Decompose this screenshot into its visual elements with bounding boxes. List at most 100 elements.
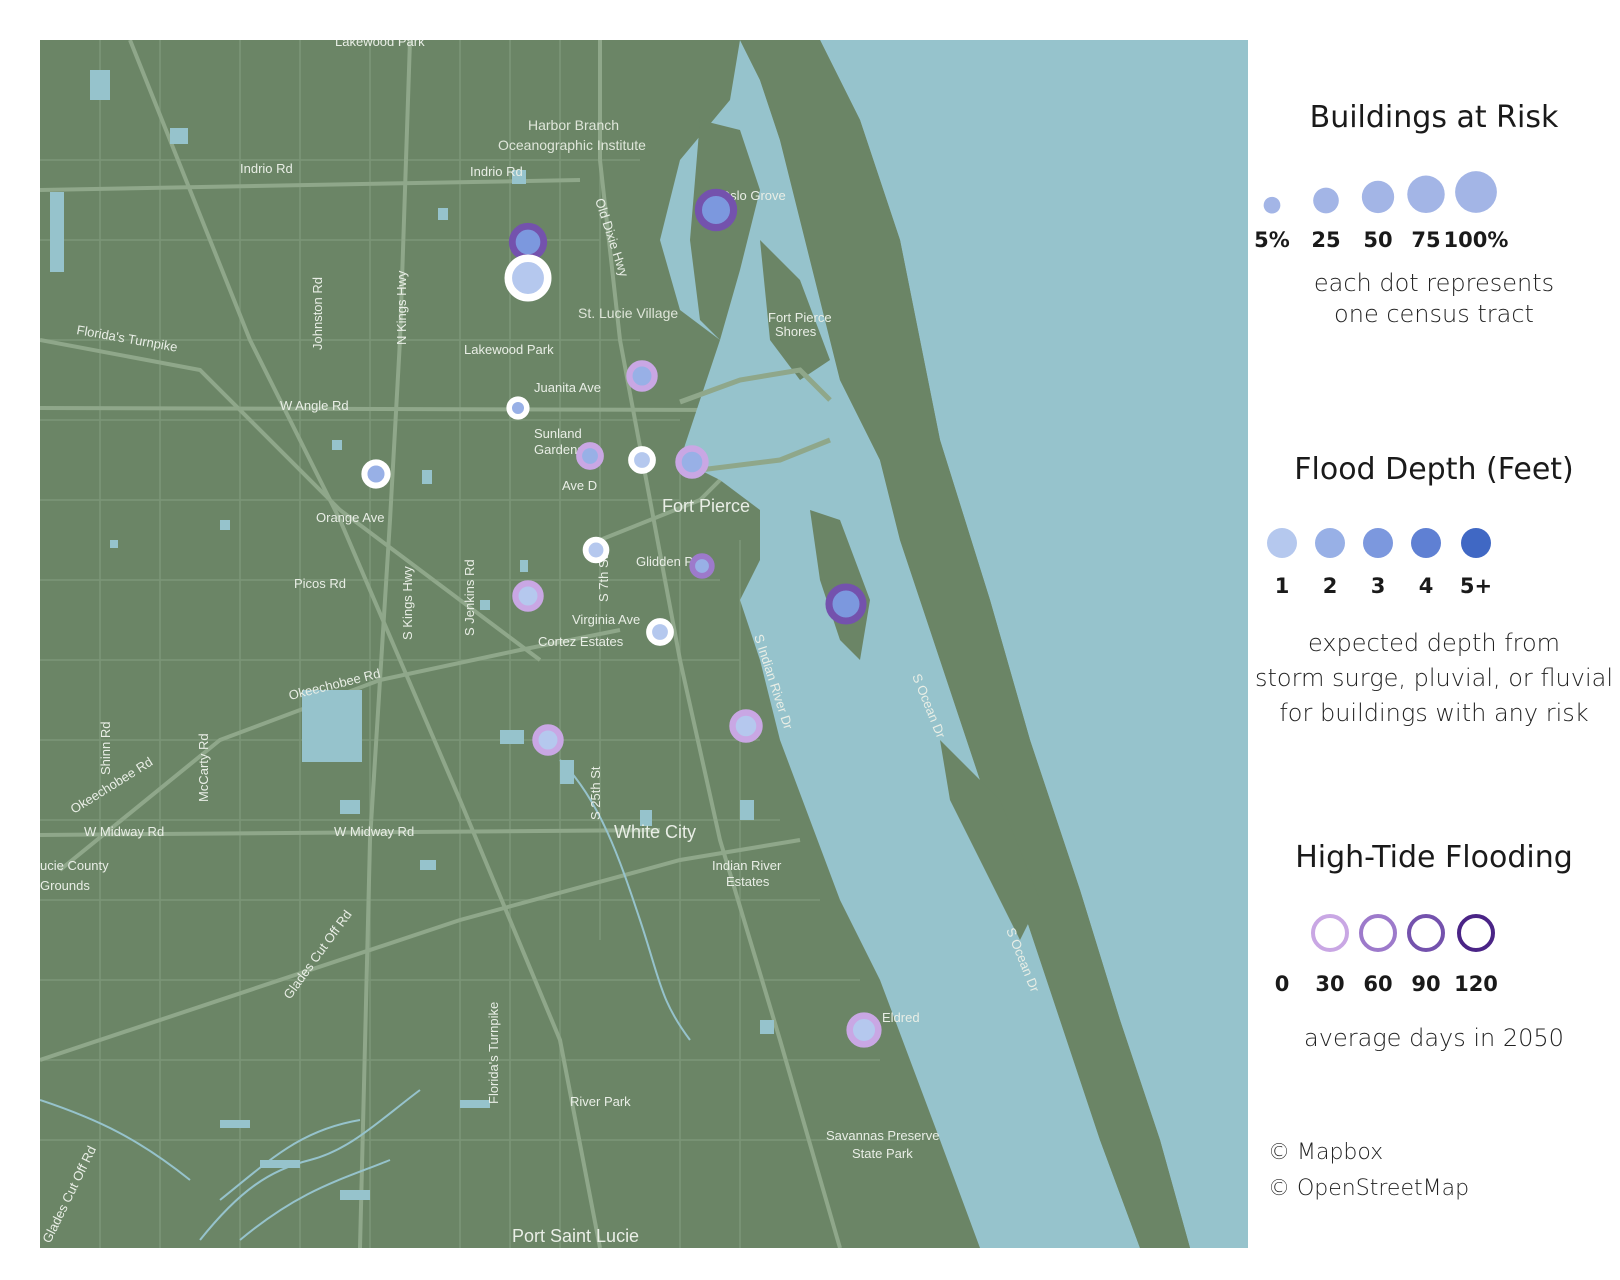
tide-label: 30 (1315, 972, 1345, 996)
map-label: W Midway Rd (84, 824, 164, 839)
map-label: Savannas Preserve (826, 1128, 939, 1143)
map-label: Florida's Turnpike (486, 1002, 501, 1104)
minor-roads (40, 40, 920, 1248)
map-label: S Kings Hwy (400, 566, 415, 640)
buildings-swatch (1263, 196, 1281, 214)
ponds (50, 70, 774, 1200)
lagoon-island-southeast (940, 740, 1040, 940)
census-tract-dot (532, 724, 564, 756)
buildings-caption-line-2: one census tract (1334, 300, 1534, 328)
map-label: Grounds (40, 878, 90, 893)
buildings-swatch-row (1263, 171, 1497, 214)
depth-legend-swatches (1248, 526, 1620, 586)
mapbox-attribution[interactable]: © Mapbox (1268, 1140, 1384, 1165)
map-label: McCarty Rd (196, 733, 211, 802)
tide-legend-title: High-Tide Flooding (1295, 840, 1573, 875)
map-label: River Park (570, 1094, 631, 1109)
census-tract-dot (504, 254, 552, 302)
depth-caption-line-2: storm surge, pluvial, or fluvial (1254, 664, 1613, 692)
tide-label: 0 (1274, 972, 1290, 996)
depth-label: 3 (1370, 574, 1386, 598)
census-tract-dot (506, 396, 530, 420)
buildings-caption-line-1: each dot represents (1313, 269, 1555, 297)
map-label: Shinn Rd (98, 722, 113, 775)
tide-legend-swatches (1248, 912, 1620, 972)
map-panel[interactable]: Lakewood Park Harbor Branch Oceanographi… (40, 40, 1248, 1248)
map-label: Virginia Ave (572, 612, 640, 627)
map-label: Picos Rd (294, 576, 346, 591)
indian-river-lagoon (580, 40, 1248, 1248)
depth-label: 4 (1418, 574, 1434, 598)
map-label: Indrio Rd (240, 161, 293, 176)
map-label: S 7th St (596, 555, 611, 602)
map-label: Port Saint Lucie (512, 1226, 639, 1246)
buildings-legend-title: Buildings at Risk (1309, 100, 1559, 135)
census-tract-dot (512, 580, 544, 612)
buildings-legend-swatches (1248, 168, 1620, 228)
map-label: ucie County (40, 858, 109, 873)
census-tract-dots (361, 188, 882, 1048)
tide-label: 90 (1411, 972, 1441, 996)
map-label: Cortez Estates (538, 634, 624, 649)
map-label: Fort Pierce (662, 496, 750, 516)
map-label: S 25th St (588, 766, 603, 820)
tide-legend-labels: 0 30 60 90 120 (1248, 972, 1620, 1002)
buildings-label: 5% (1254, 228, 1290, 252)
map-label: Sunland (534, 426, 582, 441)
map-label: White City (614, 822, 696, 842)
depth-swatch (1411, 528, 1441, 558)
tide-swatch (1457, 914, 1495, 952)
streams (40, 759, 691, 1241)
buildings-swatch (1313, 187, 1339, 214)
depth-swatch (1461, 528, 1491, 558)
map-label: Shores (775, 324, 817, 339)
north-causeway (679, 367, 832, 405)
tide-swatch (1263, 914, 1301, 952)
tide-caption: average days in 2050 (1304, 1024, 1564, 1052)
tide-swatch (1407, 914, 1445, 952)
map-label: Eldred (882, 1010, 920, 1025)
map-label: N Kings Hwy (394, 270, 409, 345)
census-tract-dot (729, 709, 763, 743)
map-label: Johnston Rd (310, 277, 325, 350)
tide-swatch (1359, 914, 1397, 952)
census-tract-dot (626, 360, 658, 392)
legend-panel: Buildings at Risk 5% 25 50 75 100% each … (1248, 0, 1620, 1280)
map-label: Estates (726, 874, 770, 889)
depth-swatch-row (1267, 528, 1491, 558)
census-tract-dot (846, 1012, 882, 1048)
south-causeway (699, 437, 831, 473)
depth-swatch (1267, 528, 1297, 558)
census-tract-dot (582, 536, 610, 564)
lagoon-island-mid (760, 240, 830, 380)
depth-caption-line-3: for buildings with any risk (1279, 699, 1589, 727)
tide-swatch-row (1263, 914, 1495, 952)
map-label: Indrio Rd (470, 164, 523, 179)
map-label: Lakewood Park (335, 40, 425, 49)
map-label: S Jenkins Rd (462, 559, 477, 636)
buildings-swatch (1407, 175, 1445, 214)
buildings-swatch (1455, 171, 1497, 213)
depth-label: 5+ (1459, 574, 1493, 598)
census-tract-dot (689, 553, 715, 579)
barrier-island (740, 40, 1190, 1248)
map-label: Oceanographic Institute (498, 137, 646, 153)
map-label: St. Lucie Village (578, 305, 678, 321)
tide-label: 60 (1363, 972, 1393, 996)
map-label: W Angle Rd (280, 398, 349, 413)
depth-caption-line-1: expected depth from (1307, 629, 1561, 657)
map-label: State Park (852, 1146, 913, 1161)
buildings-label: 50 (1363, 228, 1393, 252)
depth-label: 2 (1322, 574, 1338, 598)
map-canvas[interactable]: Lakewood Park Harbor Branch Oceanographi… (40, 40, 1248, 1248)
osm-attribution[interactable]: © OpenStreetMap (1268, 1176, 1470, 1201)
census-tract-dot (628, 446, 656, 474)
buildings-legend-labels: 5% 25 50 75 100% (1248, 228, 1620, 258)
map-label: Lakewood Park (464, 342, 554, 357)
major-roads (40, 40, 842, 1248)
map-label: Juanita Ave (534, 380, 601, 395)
map-label: Indian River (712, 858, 782, 873)
depth-legend-labels: 1 2 3 4 5+ (1248, 574, 1620, 604)
buildings-swatch (1361, 180, 1395, 214)
depth-legend-title: Flood Depth (Feet) (1294, 452, 1574, 487)
